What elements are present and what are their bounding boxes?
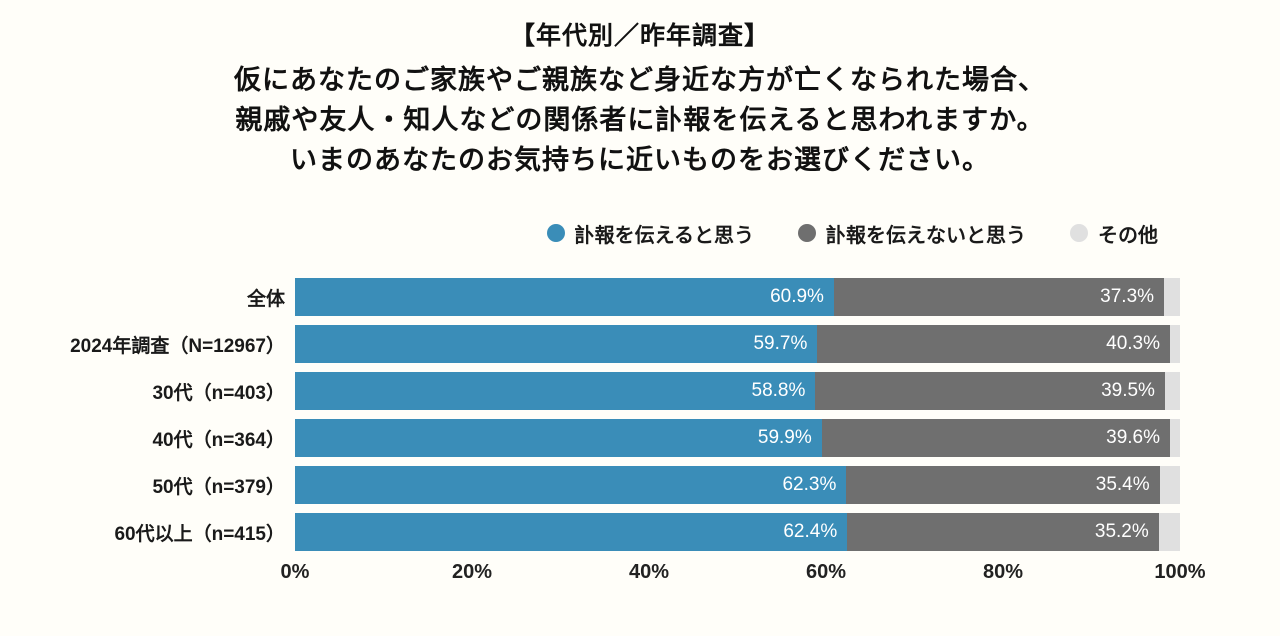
bar-segment-series-2	[1159, 466, 1180, 504]
bar-segment-series-0: 62.3%	[295, 466, 847, 504]
chart-header: 【年代別／昨年調査】 仮にあなたのご家族やご親族など身近な方が亡くなられた場合、…	[0, 0, 1280, 180]
x-axis: 0% 20% 40% 60% 80% 100%	[281, 561, 1206, 591]
x-axis-tick: 100%	[1154, 561, 1206, 583]
bar-track: 62.4% 35.2%	[295, 513, 1180, 551]
bar-segment-series-1: 35.4%	[846, 466, 1160, 504]
chart-row: 全体 60.9% 37.3%	[0, 278, 1280, 316]
legend-dot-icon	[1070, 224, 1088, 242]
x-axis-tick: 40%	[628, 561, 670, 583]
bar-track: 59.9% 39.6%	[295, 419, 1180, 457]
bar-value-label: 62.3%	[782, 474, 837, 495]
row-label: 全体	[246, 288, 285, 310]
bar-track: 62.3% 35.4%	[295, 466, 1180, 504]
bar-value-label: 58.8%	[751, 380, 806, 401]
chart-title: 【年代別／昨年調査】	[509, 22, 770, 50]
bar-value-label: 37.3%	[1100, 286, 1155, 307]
chart-row: 2024年調査（N=12967） 59.7% 40.3%	[0, 325, 1280, 363]
bar-value-label: 62.4%	[783, 521, 838, 542]
chart-row: 60代以上（n=415） 62.4% 35.2%	[0, 513, 1280, 551]
bar-value-label: 40.3%	[1106, 333, 1160, 354]
bar-value-label: 35.4%	[1095, 474, 1150, 495]
legend-item-0: 訃報を伝えると思う	[546, 219, 754, 248]
legend-dot-icon	[546, 224, 565, 242]
bar-track: 59.7% 40.3%	[295, 325, 1180, 363]
x-axis-tick: 60%	[805, 561, 847, 583]
bar-segment-series-0: 58.8%	[295, 372, 816, 410]
x-axis-tick: 80%	[982, 561, 1024, 583]
bar-value-label: 39.5%	[1101, 380, 1155, 401]
chart-subtitle-line-2: 親戚や友人・知人などの関係者に訃報を伝えると思われますか。	[235, 105, 1045, 135]
bar-value-label: 35.2%	[1094, 521, 1149, 542]
bar-value-label: 59.7%	[753, 333, 808, 354]
bar-value-label: 39.6%	[1106, 427, 1160, 448]
bar-segment-series-2	[1164, 278, 1180, 316]
chart-row: 30代（n=403） 58.8% 39.5%	[0, 372, 1280, 410]
bar-segment-series-1: 39.5%	[815, 372, 1165, 410]
chart-row: 40代（n=364） 59.9% 39.6%	[0, 419, 1280, 457]
bar-value-label: 60.9%	[770, 286, 824, 307]
bar-segment-series-0: 59.7%	[295, 325, 818, 363]
bar-segment-series-1: 40.3%	[817, 325, 1170, 363]
x-axis-tick: 20%	[451, 561, 493, 583]
legend-item-1: 訃報を伝えないと思う	[798, 219, 1026, 248]
bar-segment-series-2	[1170, 325, 1180, 363]
chart-subtitle-line-3: いまのあなたのお気持ちに近いものをお選びください。	[290, 145, 990, 175]
x-axis-tick: 0%	[280, 561, 310, 583]
chart-row: 50代（n=379） 62.3% 35.4%	[0, 466, 1280, 504]
bar-value-label: 59.9%	[757, 427, 812, 448]
bar-track: 58.8% 39.5%	[295, 372, 1180, 410]
legend-item-2: その他	[1070, 219, 1158, 248]
bar-segment-series-2	[1158, 513, 1180, 551]
bar-segment-series-2	[1170, 419, 1180, 457]
row-label: 2024年調査（N=12967）	[70, 335, 285, 357]
row-label: 40代（n=364）	[152, 429, 285, 451]
bar-segment-series-0: 62.4%	[295, 513, 848, 551]
bar-segment-series-1: 39.6%	[821, 419, 1170, 457]
bar-segment-series-1: 35.2%	[847, 513, 1159, 551]
chart-subtitle-line-1: 仮にあなたのご家族やご親族など身近な方が亡くなられた場合、	[234, 65, 1046, 95]
legend-label: その他	[1098, 224, 1158, 247]
row-label: 30代（n=403）	[152, 382, 285, 404]
legend-label: 訃報を伝えないと思う	[826, 224, 1026, 247]
bar-segment-series-2	[1164, 372, 1180, 410]
bar-segment-series-0: 59.9%	[295, 419, 822, 457]
bar-segment-series-0: 60.9%	[295, 278, 834, 316]
row-label: 60代以上（n=415）	[114, 523, 285, 545]
stacked-bar-chart: 全体 60.9% 37.3% 2024年調査（N=12967） 59.7% 40.3% 30…	[0, 278, 1280, 591]
legend-dot-icon	[798, 224, 816, 242]
bar-track: 60.9% 37.3%	[295, 278, 1180, 316]
bar-segment-series-1: 37.3%	[833, 278, 1165, 316]
legend-label: 訃報を伝えると思う	[574, 224, 754, 247]
chart-legend: 訃報を伝えると思う 訃報を伝えないと思う その他	[0, 219, 1280, 248]
chart-rows: 全体 60.9% 37.3% 2024年調査（N=12967） 59.7% 40.3% 30…	[0, 278, 1280, 551]
row-label: 50代（n=379）	[152, 476, 285, 498]
